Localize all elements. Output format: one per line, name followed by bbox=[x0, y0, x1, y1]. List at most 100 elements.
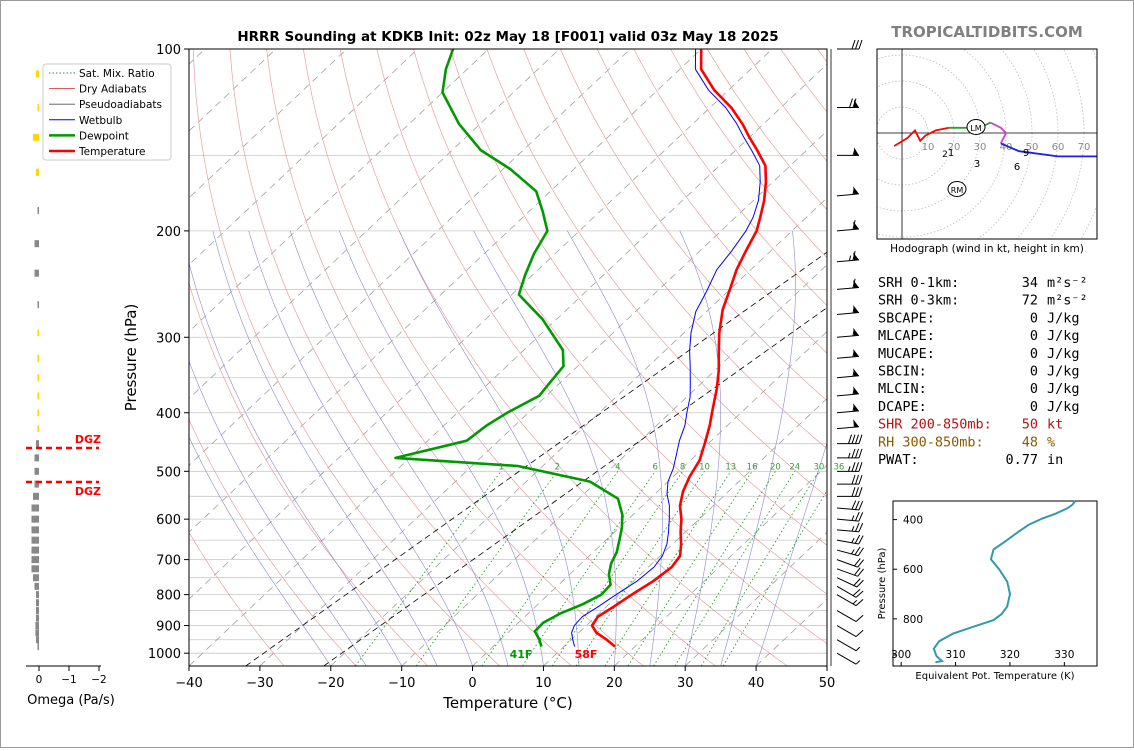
skewt-frame bbox=[188, 48, 828, 667]
barb-half-feather bbox=[851, 537, 855, 543]
barb-shaft bbox=[836, 594, 857, 607]
theta-e-panel: 300 310 320 330 400 600 800 Equivalent Pot. Tem… bbox=[877, 500, 1098, 682]
barb-feather bbox=[855, 590, 864, 598]
pseudoadiabat-line bbox=[289, 230, 509, 666]
omega-bar bbox=[37, 374, 39, 382]
barb-shaft bbox=[836, 375, 859, 379]
barb-feather bbox=[854, 511, 860, 521]
barb-flag bbox=[854, 147, 859, 156]
omega-bar bbox=[34, 480, 39, 488]
isotherm-line bbox=[189, 63, 827, 666]
barb-feather bbox=[858, 487, 863, 497]
stats-value: 0 bbox=[1030, 346, 1038, 362]
stats-unit: kt bbox=[1047, 417, 1063, 433]
stats-value: 50 bbox=[1022, 417, 1038, 433]
stats-label: SHR 200-850mb: bbox=[878, 417, 992, 433]
isotherm-line bbox=[472, 331, 827, 666]
x-tick-label: 20 bbox=[606, 676, 623, 691]
y-tick-label: 300 bbox=[156, 331, 181, 346]
stats-unit: in bbox=[1047, 452, 1063, 468]
barb-feather bbox=[851, 474, 856, 485]
x-tick-label: 0 bbox=[468, 676, 476, 691]
omega-bar bbox=[33, 133, 39, 141]
isotherm-line bbox=[189, 49, 702, 533]
mixing-ratio-line bbox=[627, 471, 753, 666]
x-tick-label: −30 bbox=[246, 676, 273, 691]
mixing-ratio-label: 20 bbox=[770, 462, 781, 472]
barb-half-feather bbox=[851, 515, 855, 521]
barb-shaft bbox=[836, 539, 859, 545]
omega-bar bbox=[34, 467, 39, 475]
y-tick-label: 200 bbox=[156, 225, 181, 240]
barb-shaft bbox=[836, 507, 859, 511]
pseudoadiabat-line bbox=[399, 230, 580, 666]
surface-dewpoint-label: 41F bbox=[510, 648, 533, 661]
dry-adiabat-line bbox=[302, 49, 716, 666]
wind-barb bbox=[836, 327, 859, 338]
barb-feather bbox=[858, 535, 864, 545]
barb-half-feather bbox=[848, 452, 851, 459]
x-tick-label: 10 bbox=[535, 676, 552, 691]
wind-barb bbox=[836, 278, 859, 290]
omega-tick-label: −1 bbox=[61, 674, 76, 686]
barb-feather bbox=[851, 434, 856, 444]
dgz-label: DGZ bbox=[75, 433, 101, 446]
omega-bar bbox=[37, 409, 39, 417]
wind-barb bbox=[836, 386, 859, 397]
mixing-ratio-label: 10 bbox=[699, 462, 710, 472]
stats-unit: J/kg bbox=[1047, 381, 1080, 397]
barb-feather bbox=[854, 546, 861, 556]
hodograph-ring-label: 10 bbox=[922, 142, 935, 153]
wind-barb bbox=[836, 585, 864, 598]
wind-barb bbox=[837, 474, 863, 485]
stats-row: DCAPE: 0 J/kg bbox=[878, 399, 1080, 415]
barb-feather bbox=[851, 448, 856, 459]
barb-feather bbox=[857, 568, 864, 577]
mixing-ratio-label: 6 bbox=[652, 462, 657, 472]
wind-barb bbox=[837, 462, 863, 472]
y-tick-label: 100 bbox=[156, 43, 181, 58]
barb-half-feather bbox=[852, 599, 858, 605]
mixing-ratio-label: 1 bbox=[498, 462, 503, 472]
barb-half-feather bbox=[855, 646, 861, 652]
wind-barb bbox=[836, 511, 864, 522]
omega-bar bbox=[31, 515, 39, 523]
omega-tick-label: −2 bbox=[91, 674, 106, 686]
theta-e-y-tick-label: 600 bbox=[903, 564, 923, 576]
barb-feather bbox=[858, 501, 864, 511]
stats-row: PWAT: 0.77 in bbox=[878, 452, 1063, 468]
omega-bar bbox=[33, 492, 39, 500]
skewt-panel: 1 2 4 6 8 10 13 16 20 24 30 36100200300400500600700… bbox=[42, 43, 844, 712]
barb-half-feather bbox=[852, 406, 855, 412]
hodograph-height-label: 9 bbox=[1023, 148, 1029, 159]
omega-bar bbox=[31, 526, 39, 534]
barb-feather bbox=[858, 474, 863, 485]
pseudoadiabat-line bbox=[189, 360, 367, 666]
barb-flag bbox=[853, 419, 859, 428]
wind-barb bbox=[836, 567, 864, 577]
barb-half-feather bbox=[852, 330, 855, 336]
site-watermark: TROPICALTIDBITS.COM bbox=[891, 23, 1083, 41]
omega-bar bbox=[36, 70, 39, 78]
dry-adiabat-line bbox=[339, 49, 788, 666]
barb-flag bbox=[853, 304, 859, 313]
y-tick-label: 900 bbox=[156, 620, 181, 635]
hodograph-plot-area: 10 20 30 40 50 60 70 LM RM bbox=[877, 49, 1097, 239]
omega-bar bbox=[36, 636, 39, 644]
stats-label: RH 300-850mb: bbox=[878, 434, 984, 450]
barb-feather bbox=[851, 39, 856, 50]
barb-feather bbox=[855, 487, 859, 497]
y-tick-label: 400 bbox=[156, 407, 181, 422]
omega-axis-label: Omega (Pa/s) bbox=[27, 693, 115, 708]
barb-feather bbox=[851, 500, 857, 510]
omega-bar bbox=[34, 269, 39, 277]
barb-feather bbox=[858, 462, 863, 472]
stats-label: SRH 0-3km: bbox=[878, 293, 959, 309]
barb-half-feather bbox=[852, 371, 855, 377]
isotherm-line bbox=[189, 49, 418, 266]
left-mover-marker bbox=[966, 119, 986, 135]
barb-feather bbox=[852, 98, 857, 108]
barb-feather bbox=[857, 559, 864, 568]
hodograph-ring-label: 30 bbox=[974, 142, 987, 153]
